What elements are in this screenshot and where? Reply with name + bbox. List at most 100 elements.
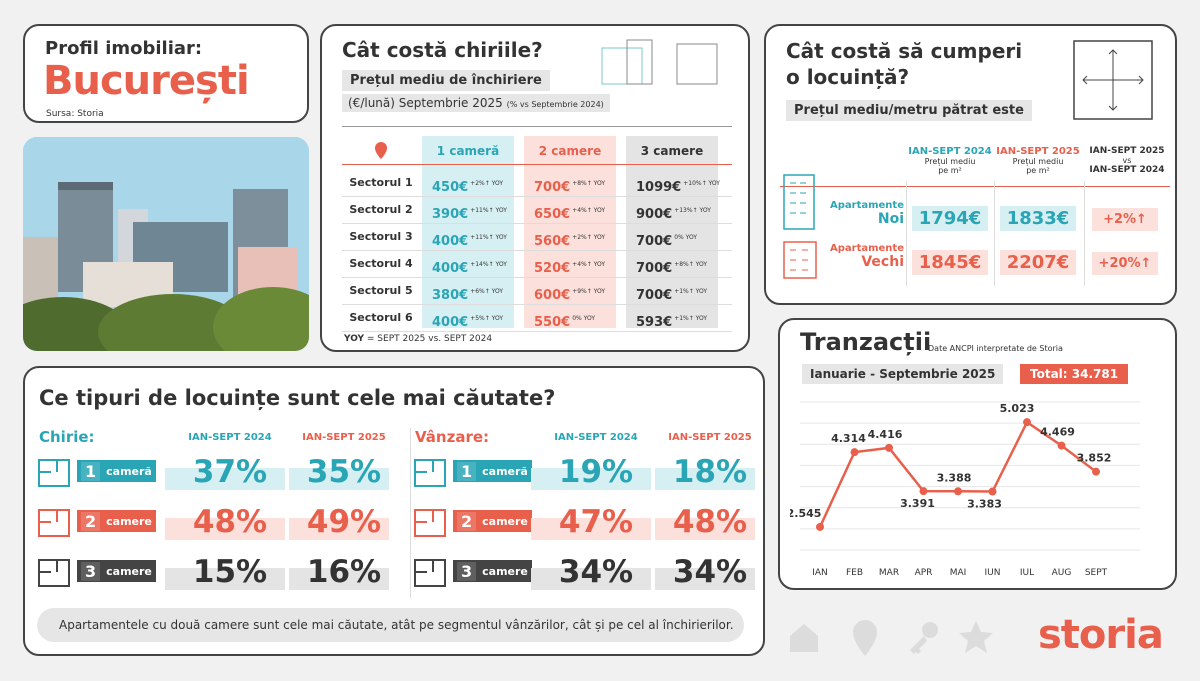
footnote-key: YOY <box>344 334 365 344</box>
data-point <box>988 487 997 496</box>
rent-value: 560€ <box>534 234 571 249</box>
rent-cell: 550€ 0% YOY <box>534 311 595 330</box>
data-point <box>1092 467 1100 476</box>
row-label: Sectorul 4 <box>349 257 413 270</box>
pct-highlight <box>655 468 755 490</box>
room-tag: 3 camere <box>77 560 156 582</box>
rent-cell: 400€ +14%↑ YOY <box>432 257 507 276</box>
percentage-value: 48% <box>192 504 268 540</box>
new-label-2: Noi <box>877 211 904 227</box>
rent-value: 400€ <box>432 234 469 249</box>
city-photo <box>23 137 309 351</box>
data-label: 4.416 <box>868 428 903 441</box>
rent-col-2024: IAN-SEPT 2024 <box>188 432 272 443</box>
rent-value: 700€ <box>636 288 673 303</box>
row-label: Sectorul 6 <box>349 311 413 324</box>
room-number: 1 <box>81 461 101 481</box>
types-card: Ce tipuri de locuințe sunt cele mai căut… <box>23 366 765 656</box>
pct-highlight <box>289 468 389 490</box>
rent-value: 650€ <box>534 207 571 222</box>
room-number: 2 <box>457 511 477 531</box>
rent-period-note: (% vs Septembrie 2024) <box>506 100 604 109</box>
yoy-change: +10%↑ YOY <box>683 179 720 187</box>
data-point <box>919 487 928 496</box>
data-label: 3.391 <box>900 497 935 510</box>
room-tag: 2 camere <box>453 510 532 532</box>
buy-title-2: o locuință? <box>786 65 910 89</box>
rent-cell: 700€ +8%↑ YOY <box>534 176 605 195</box>
pct-highlight <box>531 468 651 490</box>
transactions-card: Tranzacții Date ANCPI interpretate de St… <box>778 318 1177 590</box>
x-tick-label: SEPT <box>1085 568 1108 578</box>
rent-value: 1099€ <box>636 180 682 195</box>
yoy-change: +1%↑ YOY <box>674 314 708 322</box>
old-building-icon <box>783 241 817 279</box>
types-note: Apartamentele cu două camere sunt cele m… <box>37 608 744 642</box>
floorplan-icon <box>414 509 446 537</box>
data-point <box>1057 441 1066 450</box>
rent-cell: 560€ +2%↑ YOY <box>534 230 605 249</box>
pct-highlight <box>531 518 651 540</box>
row-label: Sectorul 2 <box>349 203 413 216</box>
rent-value: 550€ <box>534 315 571 330</box>
x-tick-label: IUN <box>985 568 1001 578</box>
old-2024-value: 1845€ <box>912 250 988 275</box>
floorplan-icon <box>38 509 70 537</box>
data-label: 2.545 <box>790 507 821 520</box>
types-title: Ce tipuri de locuințe sunt cele mai căut… <box>39 386 556 410</box>
x-tick-label: IAN <box>812 568 828 578</box>
yoy-change: +5%↑ YOY <box>470 314 504 322</box>
rent-value: 390€ <box>432 207 469 222</box>
room-label: camere <box>482 514 528 528</box>
room-label: camere <box>482 564 528 578</box>
percentage-value: 37% <box>192 454 268 490</box>
sale-col-2025: IAN-SEPT 2025 <box>668 432 752 443</box>
tx-total: Total: 34.781 <box>1020 364 1129 384</box>
data-point <box>1023 418 1031 427</box>
row-label: Sectorul 1 <box>349 176 413 189</box>
location-icon <box>853 620 877 656</box>
room-label: camere <box>106 564 152 578</box>
buy-col1-sub: Prețul mediu pe m² <box>924 157 976 175</box>
rent-value: 700€ <box>534 180 571 195</box>
storia-logo[interactable]: storia <box>1038 612 1164 658</box>
yoy-change: +11%↑ YOY <box>470 233 507 241</box>
data-label: 3.383 <box>967 498 1002 511</box>
rent-cell: 700€ 0% YOY <box>636 230 697 249</box>
percentage-value: 34% <box>672 554 748 590</box>
percentage-value: 47% <box>558 504 634 540</box>
rent-col-2025: IAN-SEPT 2025 <box>302 432 386 443</box>
buy-subtitle: Prețul mediu/metru pătrat este <box>786 100 1032 121</box>
rent-cell: 400€ +11%↑ YOY <box>432 230 507 249</box>
room-tag: 1 cameră <box>77 460 156 482</box>
percentage-value: 34% <box>558 554 634 590</box>
yoy-change: +13%↑ YOY <box>674 206 711 214</box>
rent-cell: 1099€ +10%↑ YOY <box>636 176 720 195</box>
yoy-change: +11%↑ YOY <box>470 206 507 214</box>
new-2025-value: 1833€ <box>1000 206 1076 231</box>
data-point <box>816 522 824 531</box>
pct-highlight <box>289 568 389 590</box>
room-tag: 2 camere <box>77 510 156 532</box>
yoy-change: +2%↑ YOY <box>572 233 606 241</box>
yoy-change: 0% YOY <box>572 314 596 322</box>
city-name: București <box>43 58 250 104</box>
old-2025-value: 2207€ <box>1000 250 1076 275</box>
rent-value: 700€ <box>636 261 673 276</box>
percentage-value: 15% <box>192 554 268 590</box>
yoy-change: +9%↑ YOY <box>572 287 606 295</box>
tx-period: Ianuarie - Septembrie 2025 <box>802 364 1004 384</box>
expand-area-icon <box>1073 40 1153 120</box>
rent-value: 400€ <box>432 315 469 330</box>
x-tick-label: AUG <box>1052 568 1072 578</box>
old-change-value: +20%↑ <box>1092 252 1158 275</box>
rent-value: 450€ <box>432 180 469 195</box>
room-label: cameră <box>106 464 152 478</box>
rent-value: 900€ <box>636 207 673 222</box>
key-icon <box>910 622 938 654</box>
buildings-image <box>23 137 309 351</box>
tx-source: Date ANCPI interpretate de Storia <box>928 344 1063 353</box>
location-pin-icon <box>375 142 387 159</box>
sale-section-label: Vânzare: <box>415 428 490 446</box>
buy-col2: IAN-SEPT 2025 <box>996 146 1080 157</box>
